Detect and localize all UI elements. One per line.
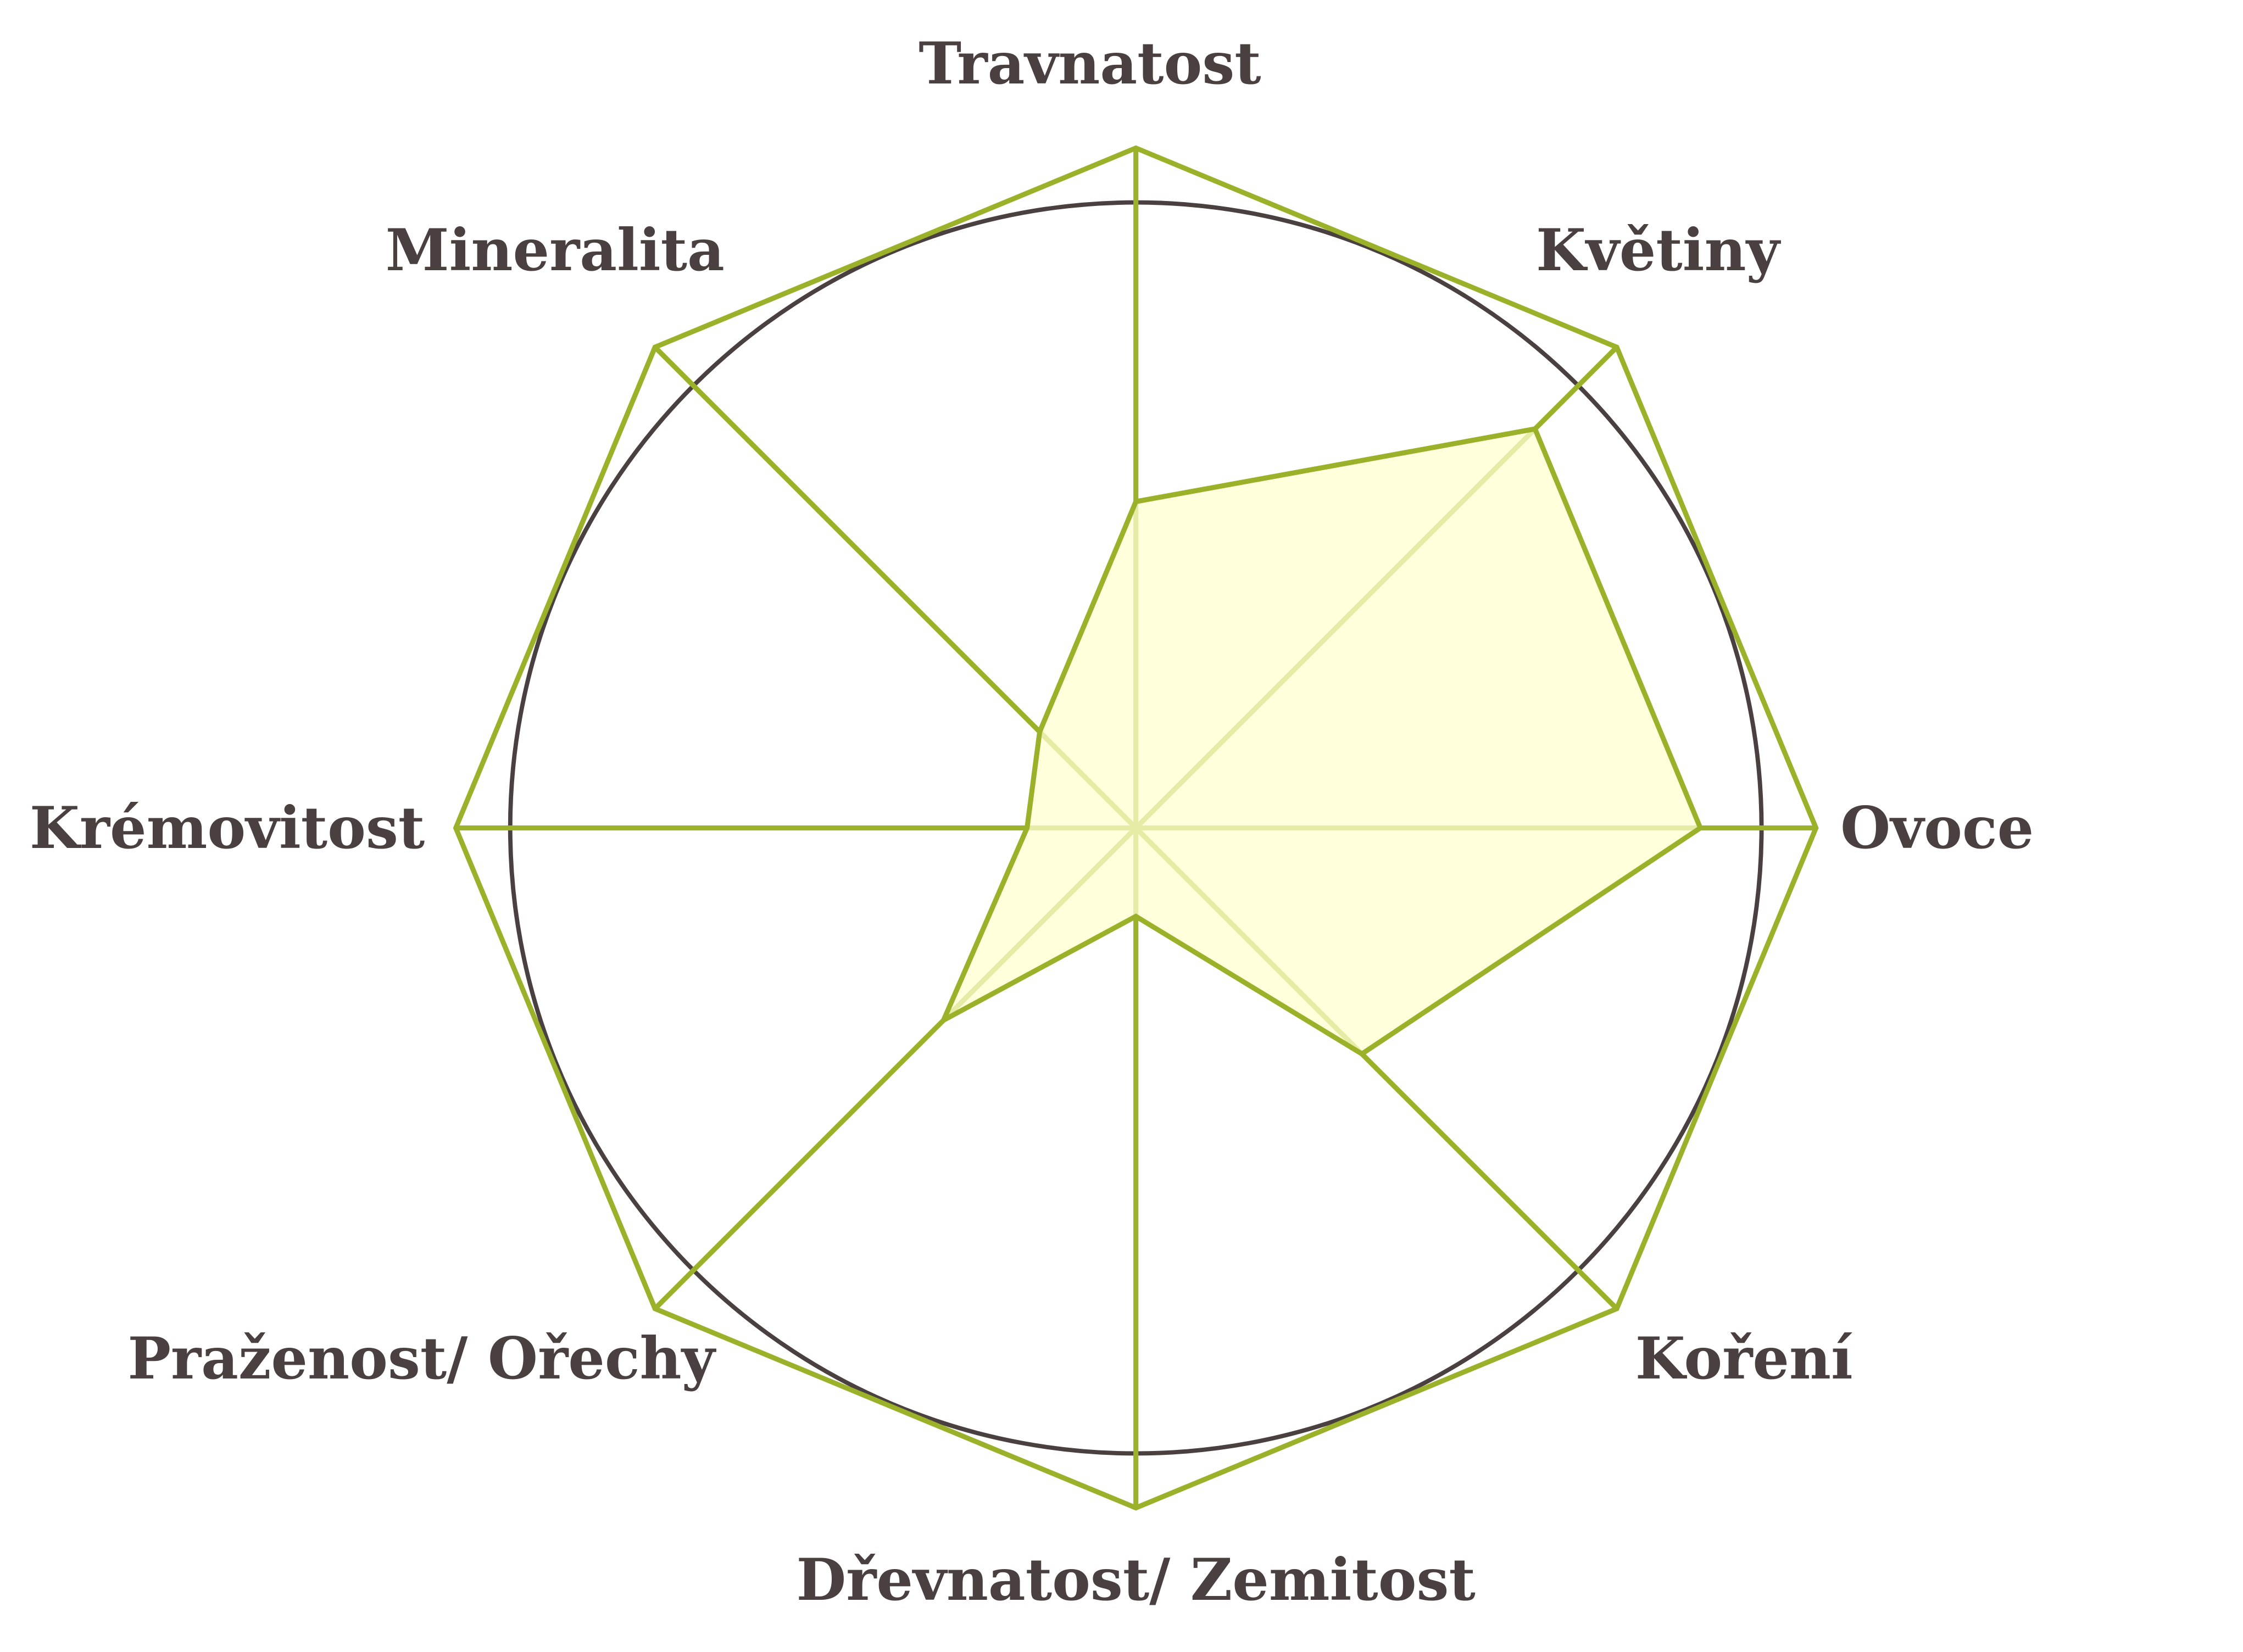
axis-label-7: Mineralita — [386, 216, 725, 284]
axis-label-4: Dřevnatost/ Zemitost — [797, 1546, 1476, 1614]
axis-label-1: Květiny — [1536, 216, 1782, 284]
axis-label-0: Travnatost — [919, 30, 1261, 97]
data-area — [943, 428, 1701, 1054]
axis-label-3: Koření — [1635, 1325, 1853, 1392]
axis-label-2: Ovoce — [1840, 794, 2034, 862]
axis-label-5: Praženost/ Ořechy — [127, 1325, 716, 1392]
axis-label-6: Krémovitost — [30, 794, 425, 862]
